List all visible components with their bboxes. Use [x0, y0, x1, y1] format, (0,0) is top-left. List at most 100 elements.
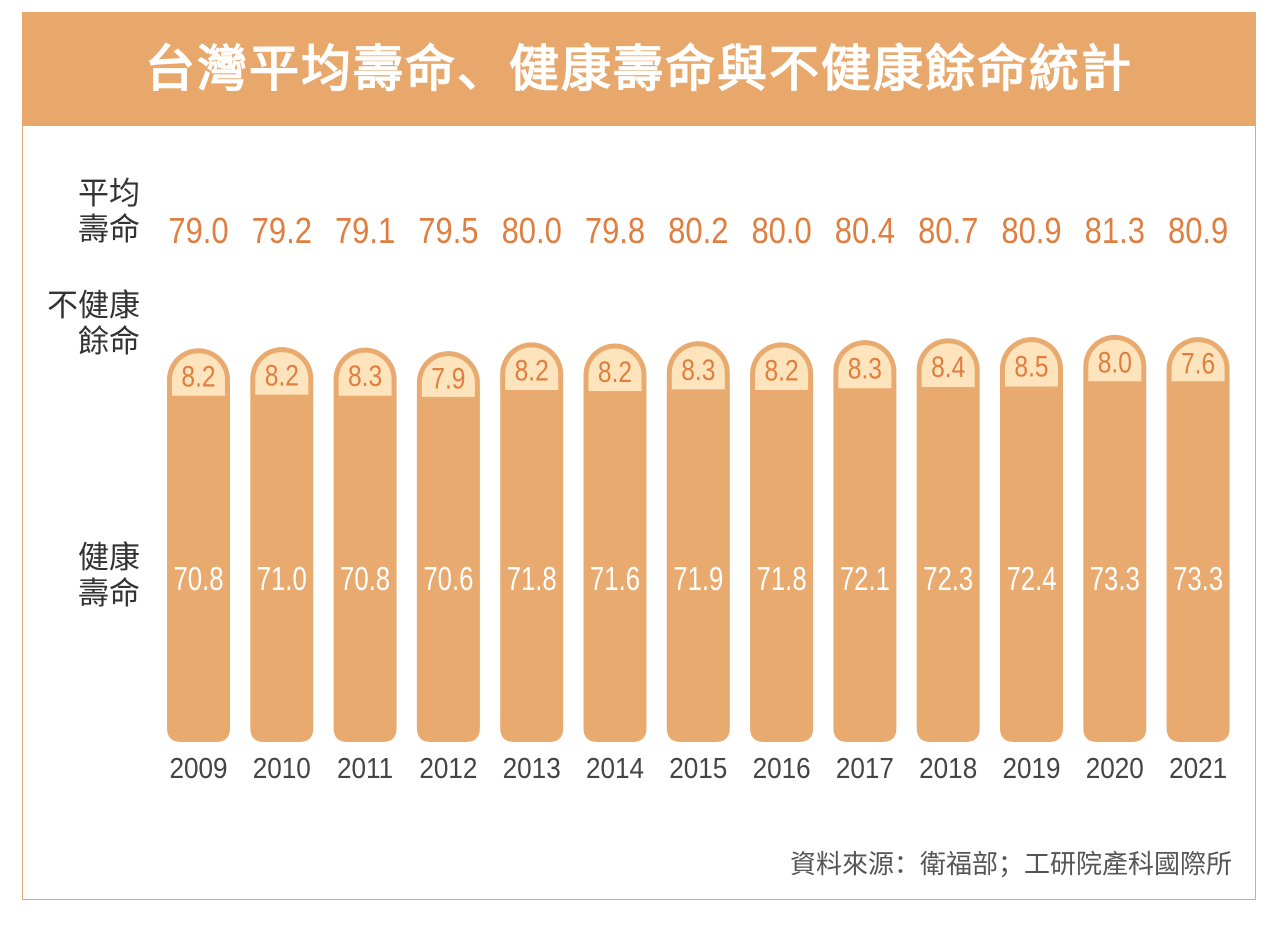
unhealthy-value-label: 8.0: [1098, 345, 1132, 379]
average-life-label: 81.3: [1085, 212, 1145, 252]
year-tick-label: 2015: [669, 752, 727, 785]
bar-healthy: [500, 342, 564, 742]
average-life-label: 79.5: [418, 212, 478, 252]
year-tick-label: 2012: [419, 752, 477, 785]
healthy-value-label: 71.0: [257, 561, 307, 598]
unhealthy-value-label: 8.2: [181, 359, 215, 393]
year-tick-label: 2021: [1169, 752, 1227, 785]
healthy-value-label: 70.8: [173, 561, 223, 598]
bar-group-2016: 8.2 71.8 80.0 2016: [750, 212, 814, 785]
year-tick-label: 2011: [337, 752, 393, 785]
bar-unhealthy: [1171, 342, 1225, 382]
bar-group-2009: 8.2 70.8 79.0 2009: [167, 212, 230, 784]
bar-unhealthy: [172, 353, 225, 396]
bar-healthy: [750, 342, 814, 742]
bar-group-2017: 8.3 72.1 80.4 2017: [833, 212, 897, 785]
bar-group-2012: 7.9 70.6 79.5 2012: [416, 212, 480, 785]
bar-healthy: [416, 351, 480, 742]
bar-unhealthy: [838, 345, 892, 389]
bar-group-2015: 8.3 71.9 80.2 2015: [666, 212, 730, 785]
bar-unhealthy: [921, 343, 975, 388]
bar-healthy: [167, 348, 230, 742]
year-tick-label: 2018: [919, 752, 977, 785]
bar-healthy: [666, 341, 730, 742]
chart-title: 台灣平均壽命、健康壽命與不健康餘命統計: [145, 40, 1133, 98]
healthy-value-label: 71.8: [757, 561, 807, 598]
bar-group-2020: 8.0 73.3 81.3 2020: [1083, 212, 1147, 785]
unhealthy-value-label: 8.2: [265, 358, 299, 392]
bar-healthy: [833, 340, 897, 742]
healthy-value-label: 73.3: [1090, 561, 1140, 598]
bar-group-2011: 8.3 70.8 79.1 2011: [333, 212, 397, 785]
bar-unhealthy: [505, 347, 559, 390]
unhealthy-value-label: 7.9: [431, 361, 465, 395]
average-life-label: 80.0: [751, 212, 811, 252]
bar-healthy: [1000, 337, 1063, 742]
row-label-average-life: 平均 壽命: [20, 176, 140, 248]
year-tick-label: 2016: [753, 752, 811, 785]
unhealthy-value-label: 7.6: [1181, 346, 1215, 380]
year-tick-label: 2013: [503, 752, 561, 785]
bar-group-2021: 7.6 73.3 80.9 2021: [1166, 212, 1230, 785]
bar-healthy: [1083, 334, 1147, 742]
year-tick-label: 2010: [253, 752, 311, 785]
average-life-label: 79.0: [168, 212, 228, 252]
bar-unhealthy: [588, 348, 642, 392]
row-label-healthy-line1: 健康: [78, 540, 140, 576]
row-label-average-line1: 平均: [78, 176, 140, 212]
healthy-value-label: 72.1: [840, 561, 890, 598]
bar-unhealthy: [421, 356, 475, 397]
row-label-healthy: 健康 壽命: [20, 540, 140, 612]
bar-healthy: [916, 338, 980, 742]
year-tick-label: 2014: [586, 752, 644, 785]
healthy-value-label: 72.3: [923, 561, 973, 598]
bar-unhealthy: [1005, 342, 1058, 387]
average-life-label: 79.1: [335, 212, 395, 252]
unhealthy-value-label: 8.2: [598, 355, 632, 389]
row-label-unhealthy: 不健康 餘命: [20, 288, 140, 360]
bar-group-2018: 8.4 72.3 80.7 2018: [916, 212, 980, 785]
bar-group-2010: 8.2 71.0 79.2 2010: [250, 212, 314, 785]
bar-unhealthy: [255, 352, 309, 395]
row-label-unhealthy-line2: 餘命: [78, 324, 140, 360]
bar-unhealthy: [671, 346, 725, 390]
unhealthy-value-label: 8.2: [515, 353, 549, 387]
average-life-label: 80.7: [918, 212, 978, 252]
average-life-label: 80.2: [668, 212, 728, 252]
unhealthy-value-label: 8.2: [765, 353, 799, 387]
bar-group-2019: 8.5 72.4 80.9 2019: [1000, 212, 1063, 784]
bar-unhealthy: [755, 347, 809, 390]
year-tick-label: 2020: [1086, 752, 1144, 785]
unhealthy-value-label: 8.5: [1014, 349, 1048, 383]
year-tick-label: 2017: [836, 752, 894, 785]
bar-unhealthy: [338, 352, 392, 396]
average-life-label: 79.8: [585, 212, 645, 252]
healthy-value-label: 70.8: [340, 561, 390, 598]
average-life-label: 80.9: [1168, 212, 1228, 252]
bar-healthy: [583, 343, 647, 742]
unhealthy-value-label: 8.3: [848, 351, 882, 385]
healthy-value-label: 71.6: [590, 561, 640, 598]
healthy-value-label: 72.4: [1006, 561, 1056, 598]
row-label-average-line2: 壽命: [78, 212, 140, 248]
bar-group-2013: 8.2 71.8 80.0 2013: [500, 212, 564, 785]
year-tick-label: 2019: [1002, 752, 1060, 785]
bar-healthy: [250, 347, 314, 742]
bar-healthy: [333, 347, 397, 742]
average-life-label: 80.4: [835, 212, 895, 252]
healthy-value-label: 70.6: [423, 561, 473, 598]
healthy-value-label: 73.3: [1173, 561, 1223, 598]
average-life-label: 80.0: [502, 212, 562, 252]
title-banner: [22, 12, 1256, 126]
bar-unhealthy: [1088, 339, 1142, 382]
healthy-value-label: 71.8: [507, 561, 557, 598]
bar-healthy: [1166, 337, 1230, 742]
healthy-value-label: 71.9: [673, 561, 723, 598]
average-life-label: 80.9: [1001, 212, 1061, 252]
unhealthy-value-label: 8.3: [681, 352, 715, 386]
bar-group-2014: 8.2 71.6 79.8 2014: [583, 212, 647, 785]
unhealthy-value-label: 8.3: [348, 359, 382, 393]
row-label-healthy-line2: 壽命: [78, 576, 140, 612]
source-note: 資料來源：衛福部；工研院產科國際所: [789, 850, 1232, 880]
